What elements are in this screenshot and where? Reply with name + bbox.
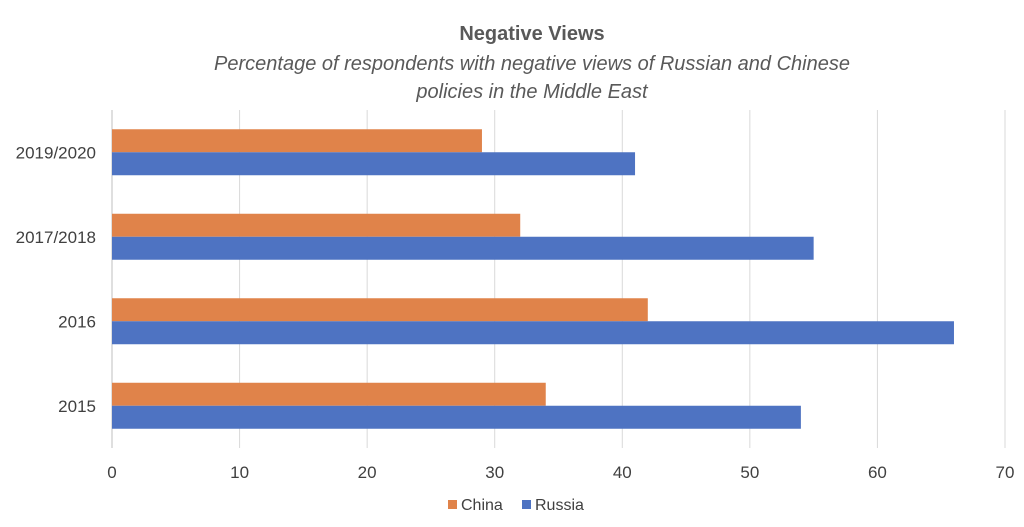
x-tick-label-20: 20 xyxy=(358,463,377,482)
x-tick-label-30: 30 xyxy=(485,463,504,482)
category-label-3: 2015 xyxy=(58,397,96,416)
x-tick-label-40: 40 xyxy=(613,463,632,482)
x-tick-label-10: 10 xyxy=(230,463,249,482)
chart-subtitle-line-2: policies in the Middle East xyxy=(415,81,649,103)
bar-russia-0 xyxy=(112,152,636,176)
legend: China Russia xyxy=(448,497,584,514)
category-labels: 2019/2020 2017/2018 2016 2015 xyxy=(16,143,96,416)
bar-russia-3 xyxy=(112,405,801,429)
bar-china-1 xyxy=(112,213,521,237)
chart-subtitle-line-1: Percentage of respondents with negative … xyxy=(214,53,850,75)
x-tick-label-70: 70 xyxy=(996,463,1015,482)
x-tick-label-0: 0 xyxy=(107,463,116,482)
legend-label-china: China xyxy=(461,497,503,514)
bar-russia-1 xyxy=(112,236,814,260)
x-tick-label-60: 60 xyxy=(868,463,887,482)
category-label-1: 2017/2018 xyxy=(16,228,96,247)
x-tick-label-50: 50 xyxy=(740,463,759,482)
category-label-2: 2016 xyxy=(58,312,96,331)
x-axis-tick-labels: 0 10 20 30 40 50 60 70 xyxy=(107,463,1014,482)
chart-title: Negative Views xyxy=(459,23,604,45)
legend-label-russia: Russia xyxy=(535,497,584,514)
category-label-0: 2019/2020 xyxy=(16,143,96,162)
bar-china-2 xyxy=(112,298,648,322)
legend-swatch-china xyxy=(448,500,457,509)
bar-china-0 xyxy=(112,129,482,153)
bar-russia-2 xyxy=(112,321,954,345)
bars xyxy=(112,129,954,429)
legend-swatch-russia xyxy=(522,500,531,509)
bar-china-3 xyxy=(112,382,546,406)
